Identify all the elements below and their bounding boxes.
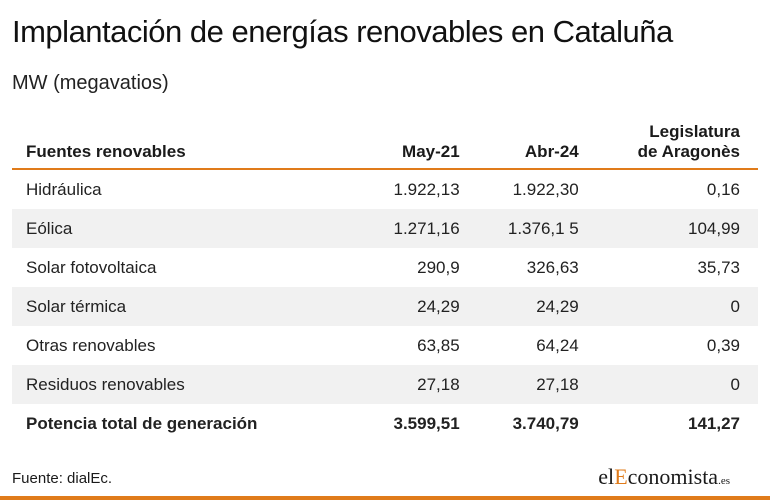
header-fuentes: Fuentes renovables	[12, 118, 365, 170]
header-legislatura: Legislatura de Aragonès	[596, 118, 758, 170]
row-value: 104,99	[596, 209, 758, 248]
chart-title: Implantación de energías renovables en C…	[12, 14, 673, 49]
table-row: Solar fotovoltaica 290,9 326,63 35,73	[12, 248, 758, 287]
header-abr24-label: Abr-24	[524, 142, 579, 161]
row-value: 24,29	[477, 287, 597, 326]
row-label: Otras renovables	[26, 335, 156, 355]
row-value: 326,63	[526, 257, 579, 277]
table-row: Eólica 1.271,16 1.376,1 5 104,99	[12, 209, 758, 248]
chart-subtitle: MW (megavatios)	[12, 72, 169, 94]
header-may21-label: May-21	[402, 142, 460, 161]
source-note: Fuente: dialEc.	[12, 470, 113, 487]
total-row: Potencia total de generación 3.599,51 3.74…	[12, 404, 758, 443]
row-value: 0,16	[706, 179, 740, 199]
header-abr24: Abr-24	[477, 118, 597, 170]
brand-logo: elEconomista.es	[598, 464, 730, 490]
row-label: Residuos renovables	[12, 365, 365, 404]
row-value: 35,73	[697, 257, 740, 277]
bottom-accent-bar	[0, 496, 770, 500]
row-value: 3.740,79	[512, 413, 579, 433]
logo-e: E	[614, 464, 628, 489]
row-value: 63,85	[417, 335, 460, 355]
header-may21: May-21	[364, 118, 478, 170]
logo-rest: conomista	[627, 464, 719, 489]
logo-domain: .es	[718, 475, 730, 487]
table-row: Residuos renovables 27,18 27,18 0	[12, 365, 758, 404]
header-legislatura-line1: Legislatura	[649, 122, 740, 141]
row-value: 1.922,30	[512, 179, 579, 199]
row-label: Solar térmica	[12, 287, 365, 326]
row-value: 1.376,1 5	[477, 209, 597, 248]
row-value: 24,29	[364, 287, 478, 326]
row-label: Solar fotovoltaica	[26, 257, 157, 277]
row-value: 141,27	[688, 413, 740, 433]
row-label: Potencia total de generación	[26, 413, 258, 433]
table-row: Otras renovables 63,85 64,24 0,39	[12, 326, 758, 365]
data-table: Fuentes renovables May-21 Abr-24 Legisla…	[12, 118, 758, 443]
row-label: Hidráulica	[26, 179, 102, 199]
logo-el: el	[598, 464, 615, 489]
row-value: 27,18	[477, 365, 597, 404]
header-legislatura-line2: de Aragonès	[637, 142, 740, 161]
table-header: Fuentes renovables May-21 Abr-24 Legisla…	[12, 118, 758, 170]
row-value: 64,24	[536, 335, 579, 355]
table-row: Hidráulica 1.922,13 1.922,30 0,16	[12, 169, 758, 209]
header-row: Fuentes renovables May-21 Abr-24 Legisla…	[12, 118, 758, 170]
row-value: 1.922,13	[393, 179, 460, 199]
row-value: 0	[596, 287, 758, 326]
row-label: Eólica	[12, 209, 365, 248]
table-body: Hidráulica 1.922,13 1.922,30 0,16 Eólica 1.27…	[12, 169, 758, 443]
header-fuentes-label: Fuentes renovables	[26, 142, 186, 161]
row-value: 1.271,16	[364, 209, 478, 248]
row-value: 3.599,51	[393, 413, 460, 433]
row-value: 0,39	[706, 335, 740, 355]
row-value: 0	[596, 365, 758, 404]
row-value: 27,18	[364, 365, 478, 404]
row-value: 290,9	[417, 257, 460, 277]
table-row: Solar térmica 24,29 24,29 0	[12, 287, 758, 326]
